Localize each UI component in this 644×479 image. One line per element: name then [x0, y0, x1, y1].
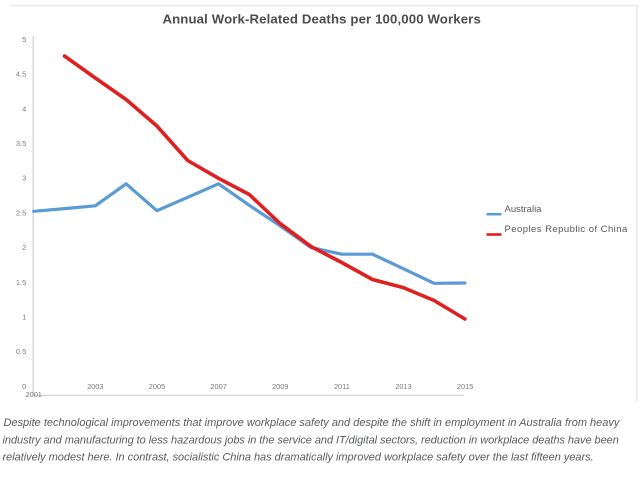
- svg-text:4.5: 4.5: [16, 70, 26, 79]
- svg-text:1.5: 1.5: [16, 278, 26, 287]
- svg-text:2005: 2005: [149, 382, 165, 391]
- svg-text:3.5: 3.5: [16, 139, 26, 148]
- svg-text:2: 2: [22, 243, 26, 252]
- svg-text:2007: 2007: [210, 382, 226, 391]
- svg-text:Peoples Republic of China: Peoples Republic of China: [505, 224, 628, 235]
- svg-text:1: 1: [22, 313, 26, 322]
- svg-text:2011: 2011: [334, 382, 350, 391]
- svg-text:2003: 2003: [87, 382, 103, 391]
- svg-text:Annual Work-Related Deaths per: Annual Work-Related Deaths per 100,000 W…: [162, 11, 480, 26]
- svg-text:2.5: 2.5: [16, 208, 26, 217]
- svg-text:Despite technological improvem: Despite technological improvements that …: [4, 417, 621, 429]
- svg-text:5: 5: [22, 35, 26, 44]
- svg-text:0.5: 0.5: [16, 347, 26, 356]
- svg-text:4: 4: [22, 104, 26, 113]
- svg-text:Australia: Australia: [505, 204, 543, 215]
- svg-text:2015: 2015: [457, 382, 473, 391]
- svg-text:relatively modest here. In con: relatively modest here. In contrast, soc…: [3, 452, 594, 464]
- svg-text:3: 3: [22, 174, 26, 183]
- svg-text:2013: 2013: [395, 382, 411, 391]
- svg-text:industry and manufacturing to: industry and manufacturing to less hazar…: [3, 435, 619, 447]
- svg-text:0: 0: [22, 382, 26, 391]
- svg-text:2009: 2009: [272, 382, 288, 391]
- svg-text:2001: 2001: [25, 390, 41, 399]
